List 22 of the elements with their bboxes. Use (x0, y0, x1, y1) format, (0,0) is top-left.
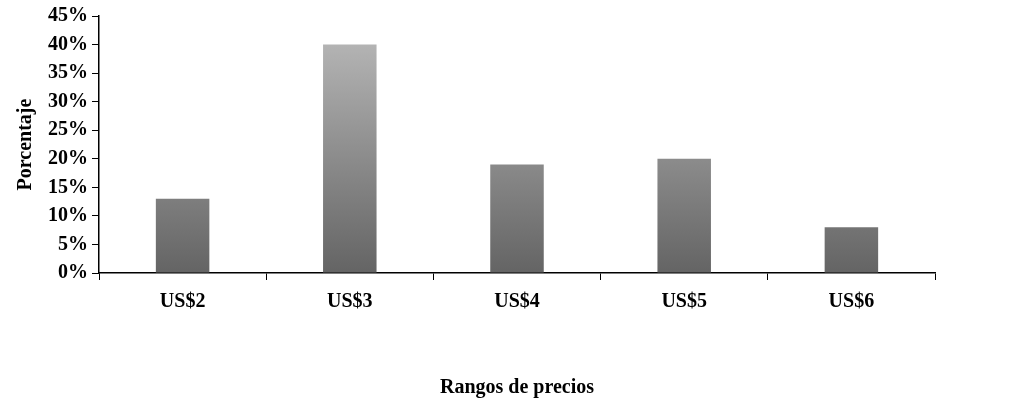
y-tick-label: 5% (58, 231, 88, 254)
bar (323, 44, 377, 273)
y-tick-label: 15% (48, 174, 88, 197)
y-tick-label: 35% (48, 60, 88, 83)
bar (824, 227, 879, 273)
y-tick-label: 0% (58, 260, 88, 283)
x-tick-label: US$3 (327, 289, 373, 312)
x-axis-title: Rangos de precios (439, 375, 595, 399)
y-tick-label: 40% (48, 31, 88, 54)
bar (490, 164, 544, 273)
y-tick-label: 10% (48, 203, 88, 226)
x-tick-label: US$2 (159, 289, 206, 312)
x-tick-label: US$4 (494, 289, 540, 312)
bar (155, 198, 210, 273)
x-tick-label: US$5 (661, 289, 707, 312)
y-tick-label: 30% (48, 88, 88, 111)
y-tick-label: 25% (48, 117, 88, 140)
y-axis-title: Porcentaje (13, 98, 37, 191)
y-tick-label: 20% (48, 145, 88, 168)
y-tick-label: 45% (48, 3, 88, 26)
x-tick-label: US$6 (828, 289, 875, 312)
bar (657, 158, 711, 273)
